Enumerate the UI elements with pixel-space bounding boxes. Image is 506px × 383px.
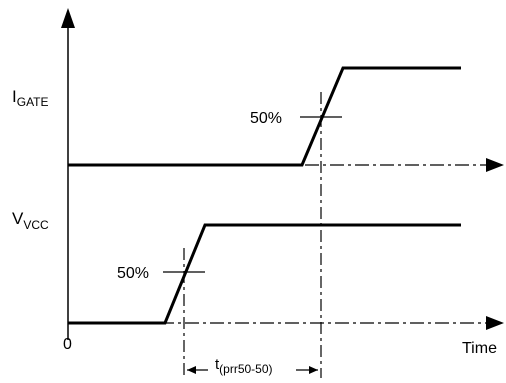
time-axis-label: Time <box>462 340 497 357</box>
upper-50pct-label: 50% <box>250 110 282 127</box>
v-vcc-label-sub: VCC <box>23 218 49 232</box>
origin-label: 0 <box>63 336 72 353</box>
v-vcc-waveform <box>68 223 461 325</box>
time-axis-arrow <box>486 316 504 330</box>
delay-label-sub: (prr50-50) <box>219 362 272 376</box>
upper-reference-arrow <box>486 158 504 172</box>
i-gate-label-sub: GATE <box>17 95 49 109</box>
lower-50pct-label: 50% <box>117 265 149 282</box>
v-vcc-label-main: V <box>12 209 24 228</box>
v-vcc-label: VVCC <box>12 209 49 232</box>
delay-label-main: t <box>215 356 220 373</box>
y-axis-arrow <box>61 8 75 28</box>
i-gate-label: IGATE <box>12 87 49 109</box>
i-gate-label-main: I <box>12 87 17 106</box>
delay-label: t(prr50-50) <box>215 356 273 376</box>
